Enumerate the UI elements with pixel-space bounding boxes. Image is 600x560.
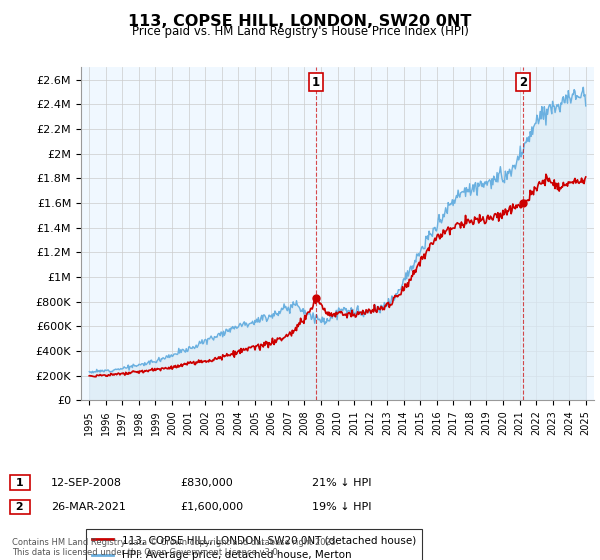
Legend: 113, COPSE HILL, LONDON, SW20 0NT (detached house), HPI: Average price, detached: 113, COPSE HILL, LONDON, SW20 0NT (detac…	[86, 529, 422, 560]
Text: 113, COPSE HILL, LONDON, SW20 0NT: 113, COPSE HILL, LONDON, SW20 0NT	[128, 14, 472, 29]
Text: 19% ↓ HPI: 19% ↓ HPI	[312, 502, 371, 512]
Text: Contains HM Land Registry data © Crown copyright and database right 2025.
This d: Contains HM Land Registry data © Crown c…	[12, 538, 338, 557]
Text: Price paid vs. HM Land Registry's House Price Index (HPI): Price paid vs. HM Land Registry's House …	[131, 25, 469, 38]
Text: £830,000: £830,000	[180, 478, 233, 488]
Point	[311, 293, 321, 302]
Text: 1: 1	[12, 478, 28, 488]
Point	[518, 198, 528, 207]
Text: 12-SEP-2008: 12-SEP-2008	[51, 478, 122, 488]
Text: 2: 2	[519, 76, 527, 88]
Text: 1: 1	[312, 76, 320, 88]
Text: 21% ↓ HPI: 21% ↓ HPI	[312, 478, 371, 488]
Text: 2: 2	[12, 502, 28, 512]
Text: 26-MAR-2021: 26-MAR-2021	[51, 502, 126, 512]
Text: £1,600,000: £1,600,000	[180, 502, 243, 512]
